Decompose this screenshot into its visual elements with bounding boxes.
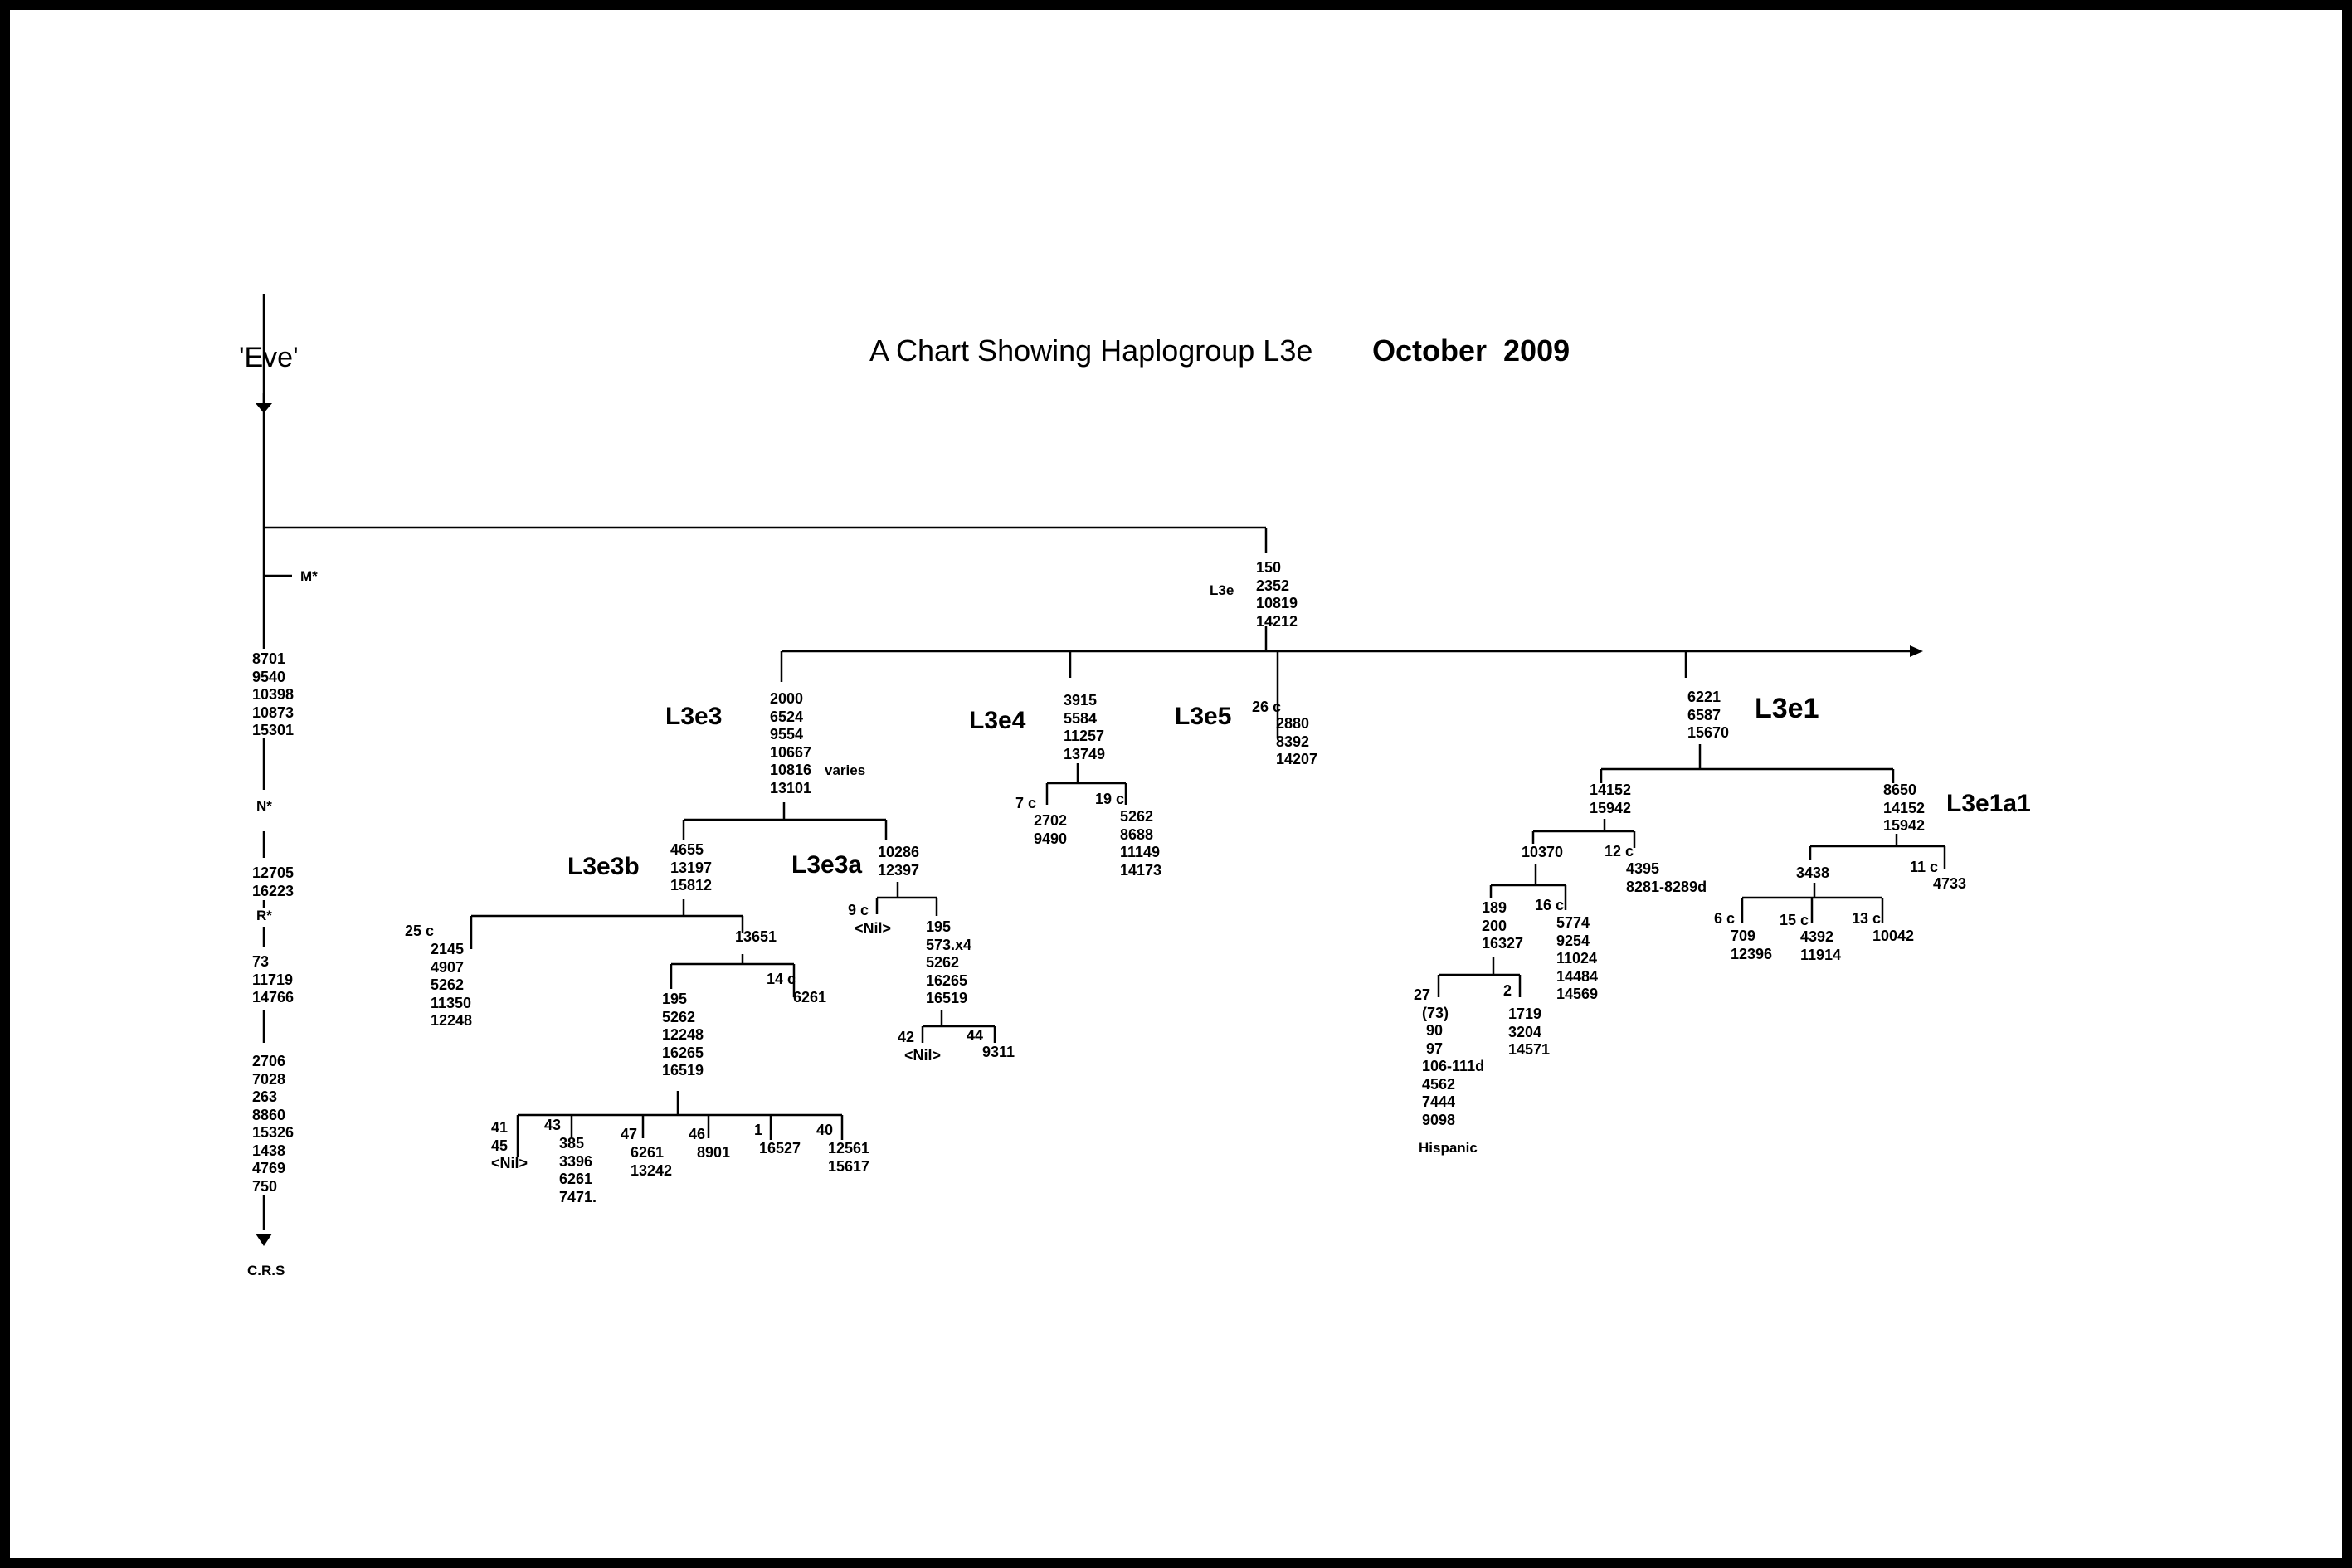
node-13651: 13651 <box>735 928 777 945</box>
c16-mutations: 5774 9254 11024 14484 14569 <box>1556 914 1599 1002</box>
leaf-1-tag: 1 <box>754 1122 763 1138</box>
c6-mutations: 709 12396 <box>1731 928 1773 962</box>
tag-9c: 9 c <box>848 902 869 918</box>
l3e3a-sub-mutations: 195 573.x4 5262 16265 16519 <box>926 918 972 1006</box>
trunk-block-2: 12705 16223 <box>252 864 295 899</box>
tag-6c: 6 c <box>1714 910 1736 927</box>
leaf-47-tag: 47 <box>621 1126 638 1142</box>
l3e3b-mutations: 4655 13197 15812 <box>670 841 713 894</box>
l42-nil: <Nil> <box>904 1047 942 1064</box>
chart-title: A Chart Showing Haplogroup L3e <box>869 334 1313 368</box>
l3e-bar-arrowhead <box>1910 645 1923 657</box>
leaf-46-text: 8901 <box>697 1144 731 1161</box>
tag-12c: 12 c <box>1605 843 1634 859</box>
n-star-label: N* <box>256 798 272 814</box>
l44-text: 9311 <box>982 1044 1015 1060</box>
trunk-block-1: 8701 9540 10398 10873 15301 <box>252 650 295 738</box>
l3e-mutations: 150 2352 10819 14212 <box>1256 559 1298 630</box>
l3e3a-label: L3e3a <box>791 851 863 879</box>
tag-19c: 19 c <box>1095 791 1125 807</box>
leaf-2-text: 1719 3204 14571 <box>1508 1006 1551 1058</box>
crs-arrowhead <box>256 1234 272 1246</box>
leaf-41-text: 41 45 <Nil> <box>491 1119 528 1171</box>
l3e3b-label: L3e3b <box>567 853 640 880</box>
l3e1-mutations: 6221 6587 15670 <box>1687 689 1730 741</box>
tag-44: 44 <box>967 1027 984 1044</box>
tag-14c: 14 c <box>767 971 796 987</box>
tag-16c: 16 c <box>1535 897 1565 913</box>
c13-mutations: 10042 <box>1872 928 1915 944</box>
leaf-46-tag: 46 <box>689 1126 706 1142</box>
tag-13c: 13 c <box>1852 910 1882 927</box>
m-star-label: M* <box>300 568 318 584</box>
tag-7c: 7 c <box>1015 795 1037 811</box>
l3e3b-sub-mutations: 195 5262 12248 16265 16519 <box>662 991 704 1079</box>
node-3438: 3438 <box>1796 864 1830 881</box>
varies-note: varies <box>825 762 866 778</box>
leaf-40-tag: 40 <box>816 1122 834 1138</box>
chart-frame: { "title": "A Chart Showing Haplogroup L… <box>10 10 2342 1558</box>
l3e5-mutations: 2880 8392 14207 <box>1276 715 1318 767</box>
c9-nil: <Nil> <box>855 920 892 937</box>
l3e1a1-label: L3e1a1 <box>1946 790 2031 817</box>
leaf-47-text: 6261 13242 <box>631 1144 673 1179</box>
trunk-block-4: 2706 7028 263 8860 15326 1438 4769 750 <box>252 1053 295 1195</box>
l3e4-mutations: 3915 5584 11257 13749 <box>1064 692 1106 762</box>
l3e3a-mutations: 10286 12397 <box>878 844 920 879</box>
eve-arrowhead <box>256 403 272 413</box>
node-10370: 10370 <box>1522 844 1564 860</box>
r-star-label: R* <box>256 908 272 923</box>
hispanic-label: Hispanic <box>1419 1140 1478 1156</box>
c15-mutations: 4392 11914 <box>1800 928 1842 963</box>
tag-26c: 26 c <box>1252 699 1282 715</box>
l3e4-label: L3e4 <box>969 707 1026 734</box>
c14-mutations: 6261 <box>793 989 827 1006</box>
l3e3-label: L3e3 <box>665 703 723 730</box>
trunk-block-3: 73 11719 14766 <box>252 953 295 1006</box>
tag-42: 42 <box>898 1029 915 1045</box>
l3e1-left-mutations: 14152 15942 <box>1590 782 1632 816</box>
c12-mutations: 4395 8281-8289d <box>1626 860 1707 895</box>
eve-label: 'Eve' <box>239 342 299 373</box>
leaf-1-text: 16527 <box>759 1140 801 1157</box>
l3e1-label: L3e1 <box>1755 693 1819 724</box>
leaf-43-text: 385 3396 6261 7471. <box>559 1135 597 1205</box>
tag-25c: 25 c <box>405 923 435 939</box>
sub-189-mutations: 189 200 16327 <box>1482 899 1524 952</box>
c25-mutations: 2145 4907 5262 11350 12248 <box>431 941 473 1029</box>
leaf-43-tag: 43 <box>544 1117 562 1133</box>
leaf-27-text: 27 (73) 90 97 106-111d 4562 7444 9098 <box>1414 986 1485 1128</box>
leaf-40-text: 12561 15617 <box>828 1140 870 1175</box>
tag-11c: 11 c <box>1910 859 1939 875</box>
l3e5-label: L3e5 <box>1175 703 1232 730</box>
crs-label: C.R.S <box>247 1263 285 1278</box>
tag-15c: 15 c <box>1780 912 1809 928</box>
l3e-label: L3e <box>1210 582 1234 598</box>
chart-date: October 2009 <box>1372 334 1570 368</box>
tree-lines <box>256 294 1946 1246</box>
l3e1a1-mutations: 8650 14152 15942 <box>1883 782 1926 834</box>
c19-mutations: 5262 8688 11149 14173 <box>1120 808 1162 879</box>
c7-mutations: 2702 9490 <box>1034 812 1068 847</box>
tag-2: 2 <box>1503 982 1512 999</box>
c11-mutations: 4733 <box>1933 875 1967 892</box>
l3e3-mutations: 2000 6524 9554 10667 10816 13101 <box>770 690 812 796</box>
